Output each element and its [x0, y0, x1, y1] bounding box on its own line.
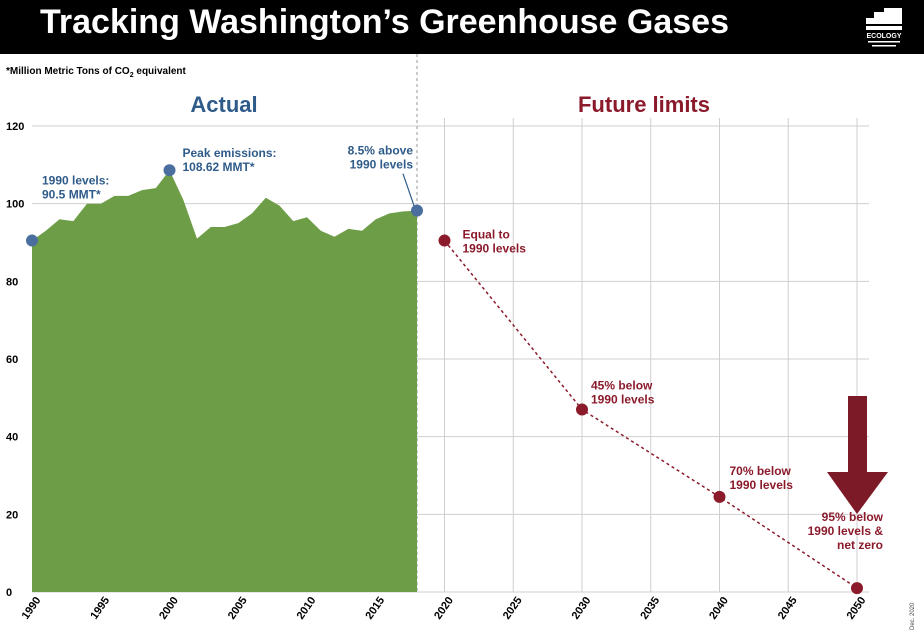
section-label-future: Future limits — [578, 92, 710, 117]
future-annotation-line: 45% below — [591, 378, 653, 392]
actual-marker — [163, 164, 176, 177]
future-annotation-line: 70% below — [730, 464, 792, 478]
future-annotation-line: 1990 levels — [730, 478, 794, 492]
annotation-line: 108.62 MMT* — [183, 160, 255, 174]
logo-text: ECOLOGY — [866, 33, 901, 40]
unit-note: *Million Metric Tons of CO2 equivalent — [6, 66, 187, 79]
x-tick-label: 1995 — [88, 595, 112, 622]
y-tick-label: 40 — [6, 432, 18, 444]
annotation-line: 90.5 MMT* — [42, 188, 101, 202]
y-tick-label: 20 — [6, 509, 18, 521]
actual-marker — [411, 204, 423, 217]
future-annotation-line: Equal to — [463, 228, 510, 242]
section-label-actual: Actual — [190, 92, 257, 117]
annotation-line: Peak emissions: — [183, 146, 277, 160]
emissions-chart: *Million Metric Tons of CO2 equivalent 1… — [6, 54, 916, 630]
x-tick-label: 2010 — [295, 595, 319, 622]
x-tick-label: 2020 — [432, 595, 456, 622]
down-arrow-icon — [827, 396, 888, 514]
x-tick-label: 2050 — [845, 595, 869, 622]
page-title: Tracking Washington’s Greenhouse Gases — [40, 3, 729, 41]
x-tick-label: 1990 — [20, 595, 44, 622]
future-limit-line — [443, 240, 858, 589]
labels-layer: 1990 levels:90.5 MMT* Peak emissions:108.… — [42, 144, 884, 552]
future-marker — [851, 582, 863, 595]
future-annotation-line: 95% below — [822, 510, 884, 524]
x-tick-label: 2000 — [157, 595, 181, 622]
future-annotation-line: 1990 levels & — [808, 524, 884, 538]
x-tick-label: 2015 — [363, 595, 387, 622]
future-annotation-line: net zero — [837, 538, 883, 552]
y-tick-label: 60 — [6, 354, 18, 366]
markers-layer — [26, 164, 863, 595]
y-tick-label: 0 — [6, 587, 12, 599]
future-marker — [438, 234, 451, 247]
actual-emissions-area — [32, 170, 417, 592]
future-annotation-line: 1990 levels — [591, 392, 655, 406]
y-tick-label: 80 — [6, 276, 18, 288]
x-tick-label: 2025 — [501, 595, 525, 622]
future-marker — [713, 490, 726, 503]
title-bar: Tracking Washington’s Greenhouse Gases E… — [0, 0, 924, 54]
future-annotation-line: 1990 levels — [463, 242, 527, 256]
annotation-line: 8.5% above — [348, 144, 414, 158]
y-tick-label: 120 — [6, 121, 24, 133]
annotation-leader — [402, 173, 415, 206]
department-of-ecology-logo-icon: ECOLOGY — [866, 8, 902, 47]
date-note: Dec. 2020 — [910, 602, 916, 630]
x-tick-label: 2005 — [226, 595, 250, 622]
y-tick-label: 100 — [6, 199, 24, 211]
annotation-line: 1990 levels: — [42, 174, 109, 188]
actual-marker — [26, 234, 38, 247]
annotation-line: 1990 levels — [350, 158, 414, 172]
future-marker — [576, 403, 588, 416]
x-tick-label: 2030 — [570, 595, 594, 622]
x-tick-label: 2035 — [638, 595, 662, 622]
x-tick-label: 2045 — [776, 595, 800, 622]
future-limits-layer — [443, 240, 858, 589]
x-tick-label: 2040 — [707, 595, 731, 622]
actual-area-layer — [32, 170, 417, 592]
